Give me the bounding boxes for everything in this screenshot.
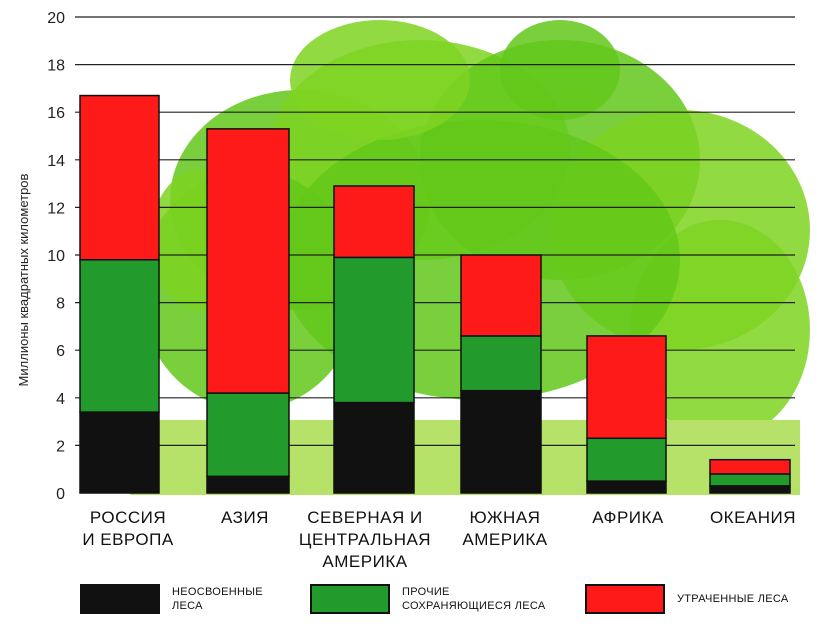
bars	[79, 94, 791, 494]
y-axis-label: Миллионы квадратных километров	[16, 173, 31, 386]
bar-segment-lost	[206, 128, 290, 394]
legend-swatch-remaining	[310, 584, 390, 614]
bar-segment-lost	[460, 254, 542, 337]
y-tick-label: 18	[47, 58, 65, 75]
y-tick-label: 16	[47, 105, 65, 122]
category-label: СЕВЕРНАЯ И ЦЕНТРАЛЬНАЯ АМЕРИКА	[298, 508, 432, 571]
y-tick-label: 10	[47, 248, 65, 265]
category-label: ЮЖНАЯ АМЕРИКА	[462, 508, 548, 549]
bar-segment-unexplored	[79, 411, 160, 494]
y-tick-label: 8	[56, 296, 65, 313]
bar-segment-lost	[79, 94, 160, 261]
bar-segment-lost	[333, 185, 415, 259]
legend-label-lost: УТРАЧЕННЫЕ ЛЕСА	[677, 593, 789, 605]
legend-item-lost: УТРАЧЕННЫЕ ЛЕСА	[585, 584, 789, 614]
bar-segment-remaining	[333, 256, 415, 404]
gridlines	[75, 16, 795, 446]
category-label: АФРИКА	[592, 508, 664, 527]
legend-item-remaining: ПРОЧИЕ СОХРАНЯЮЩИЕСЯ ЛЕСА	[310, 584, 546, 614]
bar-segment-lost	[709, 458, 791, 475]
bar-segment-unexplored	[460, 389, 542, 494]
bar-segment-lost	[586, 335, 667, 440]
y-axis-ticks: 0 2 4 6 8 10 12 14 16 18 20	[47, 10, 65, 503]
y-tick-label: 2	[56, 438, 65, 455]
legend-swatch-lost	[585, 584, 665, 614]
bar-segment-unexplored	[333, 401, 415, 494]
bar-segment-remaining	[586, 437, 667, 482]
bar-segment-unexplored	[709, 485, 791, 494]
legend-item-unexplored: НЕОСВОЕННЫЕ ЛЕСА	[80, 584, 263, 614]
y-tick-label: 12	[47, 200, 65, 217]
tree-foliage-shape	[500, 20, 620, 120]
bar-segment-unexplored	[586, 480, 667, 494]
bar-segment-remaining	[206, 392, 290, 478]
y-tick-label: 6	[56, 343, 65, 360]
category-label: РОССИЯ И ЕВРОПА	[82, 508, 174, 549]
legend-label-remaining: ПРОЧИЕ СОХРАНЯЮЩИЕСЯ ЛЕСА	[402, 586, 546, 612]
y-tick-label: 14	[47, 153, 65, 170]
y-tick-label: 20	[47, 10, 65, 27]
bar-segment-remaining	[460, 335, 542, 392]
y-tick-label: 4	[56, 391, 65, 408]
bar-segment-unexplored	[206, 475, 290, 494]
legend-label-unexplored: НЕОСВОЕННЫЕ ЛЕСА	[172, 586, 263, 612]
category-label: АЗИЯ	[221, 508, 269, 527]
category-label: ОКЕАНИЯ	[709, 508, 797, 527]
tree-foliage-shape	[290, 20, 470, 140]
bar-segment-remaining	[709, 473, 791, 487]
y-tick-label: 0	[56, 486, 65, 503]
bar-segment-remaining	[79, 259, 160, 413]
legend-swatch-unexplored	[80, 584, 160, 614]
